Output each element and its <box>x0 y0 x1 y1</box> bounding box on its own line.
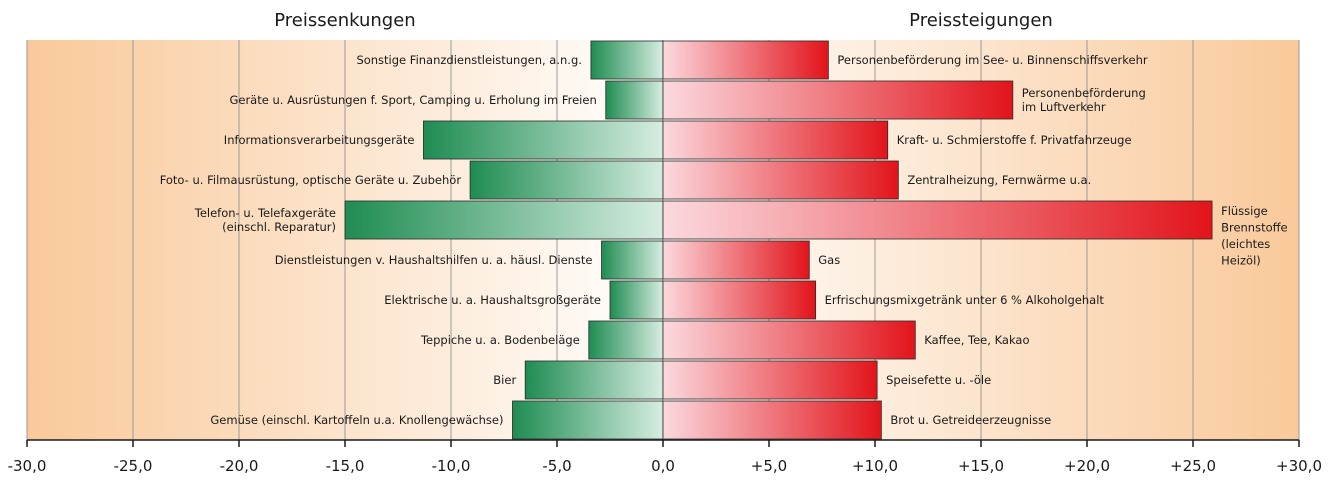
label-line: Personenbeförderung <box>1022 86 1146 100</box>
label-line: Gas <box>818 253 840 267</box>
decrease-bar <box>609 280 664 320</box>
label-line: Telefon- u. Telefaxgeräte <box>194 206 336 220</box>
decrease-bar <box>605 80 664 120</box>
increase-label: Brot u. Getreideerzeugnisse <box>890 413 1051 427</box>
bars <box>344 40 1213 440</box>
increase-bar <box>662 280 817 320</box>
x-tick-label: +30,0 <box>1276 457 1322 475</box>
label-line: Teppiche u. a. Bodenbeläge <box>420 333 580 347</box>
increase-label: Erfrischungsmixgetränk unter 6 % Alkohol… <box>825 293 1105 307</box>
x-tick-label: -25,0 <box>114 457 153 475</box>
increase-bar <box>662 200 1213 240</box>
increase-bar <box>662 160 899 200</box>
x-tick-label: -15,0 <box>326 457 365 475</box>
x-axis: -30,0 -25,0 -20,0 -15,0 -10,0 -5,0 0,0 +5,0 +10,… <box>8 439 1322 475</box>
label-line: Brennstoffe <box>1221 221 1288 235</box>
label-line: Brot u. Getreideerzeugnisse <box>890 413 1051 427</box>
x-tick-label: +15,0 <box>958 457 1004 475</box>
decrease-label: Teppiche u. a. Bodenbeläge <box>420 333 580 347</box>
header-increases: Preissteigungen <box>909 10 1053 31</box>
label-line: Sonstige Finanzdienstleistungen, a.n.g. <box>356 53 581 67</box>
increase-label: Zentralheizung, Fernwärme u.a. <box>907 173 1091 187</box>
label-line: Erfrischungsmixgetränk unter 6 % Alkohol… <box>825 293 1105 307</box>
label-line: Flüssige <box>1221 204 1268 218</box>
decrease-bar <box>344 200 664 240</box>
label-line: Gemüse (einschl. Kartoffeln u.a. Knollen… <box>210 413 503 427</box>
decrease-label: Sonstige Finanzdienstleistungen, a.n.g. <box>356 53 581 67</box>
decrease-bar <box>512 400 664 440</box>
decrease-bar <box>601 240 664 280</box>
label-line: Geräte u. Ausrüstungen f. Sport, Camping… <box>229 93 596 107</box>
label-line: Speisefette u. -öle <box>886 373 991 387</box>
decrease-bar <box>423 120 664 160</box>
label-line: Kraft- u. Schmierstoffe f. Privatfahrzeu… <box>897 133 1132 147</box>
label-line: Heizöl) <box>1221 254 1261 268</box>
increase-label: Gas <box>818 253 840 267</box>
x-tick-label: +10,0 <box>852 457 898 475</box>
increase-label: Flüssige Brennstoffe (leichtes Heizöl) <box>1221 204 1288 268</box>
decrease-label: Dienstleistungen v. Haushaltshilfen u. a… <box>275 253 593 267</box>
x-tick-label: -30,0 <box>8 457 47 475</box>
header-decreases: Preissenkungen <box>274 10 415 31</box>
x-tick-label: -10,0 <box>432 457 471 475</box>
label-line: Zentralheizung, Fernwärme u.a. <box>907 173 1091 187</box>
x-tick-label: 0,0 <box>651 457 675 475</box>
increase-label: Personenbeförderung im See- u. Binnensch… <box>837 53 1147 67</box>
decrease-label: Bier <box>493 373 516 387</box>
increase-bar <box>662 40 829 80</box>
increase-label: Kraft- u. Schmierstoffe f. Privatfahrzeu… <box>897 133 1132 147</box>
increase-label: Kaffee, Tee, Kakao <box>924 333 1029 347</box>
decrease-bar <box>588 320 664 360</box>
bar-labels: Sonstige Finanzdienstleistungen, a.n.g. P… <box>160 53 1288 427</box>
label-line: im Luftverkehr <box>1022 100 1106 114</box>
increase-bar <box>662 320 916 360</box>
decrease-label: Geräte u. Ausrüstungen f. Sport, Camping… <box>229 93 596 107</box>
increase-bar <box>662 400 882 440</box>
x-tick-label: -20,0 <box>220 457 259 475</box>
label-line: Elektrische u. a. Haushaltsgroßgeräte <box>384 293 601 307</box>
decrease-label: Foto- u. Filmausrüstung, optische Geräte… <box>160 173 462 187</box>
decrease-label: Telefon- u. Telefaxgeräte (einschl. Repar… <box>194 206 336 234</box>
label-line: Bier <box>493 373 516 387</box>
decrease-label: Informationsverarbeitungsgeräte <box>224 133 415 147</box>
label-line: Dienstleistungen v. Haushaltshilfen u. a… <box>275 253 593 267</box>
increase-bar <box>662 80 1014 120</box>
x-tick-label: +20,0 <box>1064 457 1110 475</box>
label-line: (leichtes <box>1221 237 1270 251</box>
increase-bar <box>662 240 810 280</box>
increase-label: Personenbeförderung im Luftverkehr <box>1022 86 1146 114</box>
label-line: Kaffee, Tee, Kakao <box>924 333 1029 347</box>
decrease-label: Gemüse (einschl. Kartoffeln u.a. Knollen… <box>210 413 503 427</box>
x-tick-label: +25,0 <box>1170 457 1216 475</box>
label-line: Personenbeförderung im See- u. Binnensch… <box>837 53 1147 67</box>
label-line: (einschl. Reparatur) <box>222 220 336 234</box>
decrease-bar <box>524 360 664 400</box>
label-line: Foto- u. Filmausrüstung, optische Geräte… <box>160 173 462 187</box>
x-tick-label: +5,0 <box>751 457 787 475</box>
label-line: Informationsverarbeitungsgeräte <box>224 133 415 147</box>
increase-bar <box>662 360 878 400</box>
increase-label: Speisefette u. -öle <box>886 373 991 387</box>
decrease-bar <box>590 40 664 80</box>
x-tick-label: -5,0 <box>542 457 571 475</box>
decrease-bar <box>469 160 664 200</box>
decrease-label: Elektrische u. a. Haushaltsgroßgeräte <box>384 293 601 307</box>
increase-bar <box>662 120 889 160</box>
